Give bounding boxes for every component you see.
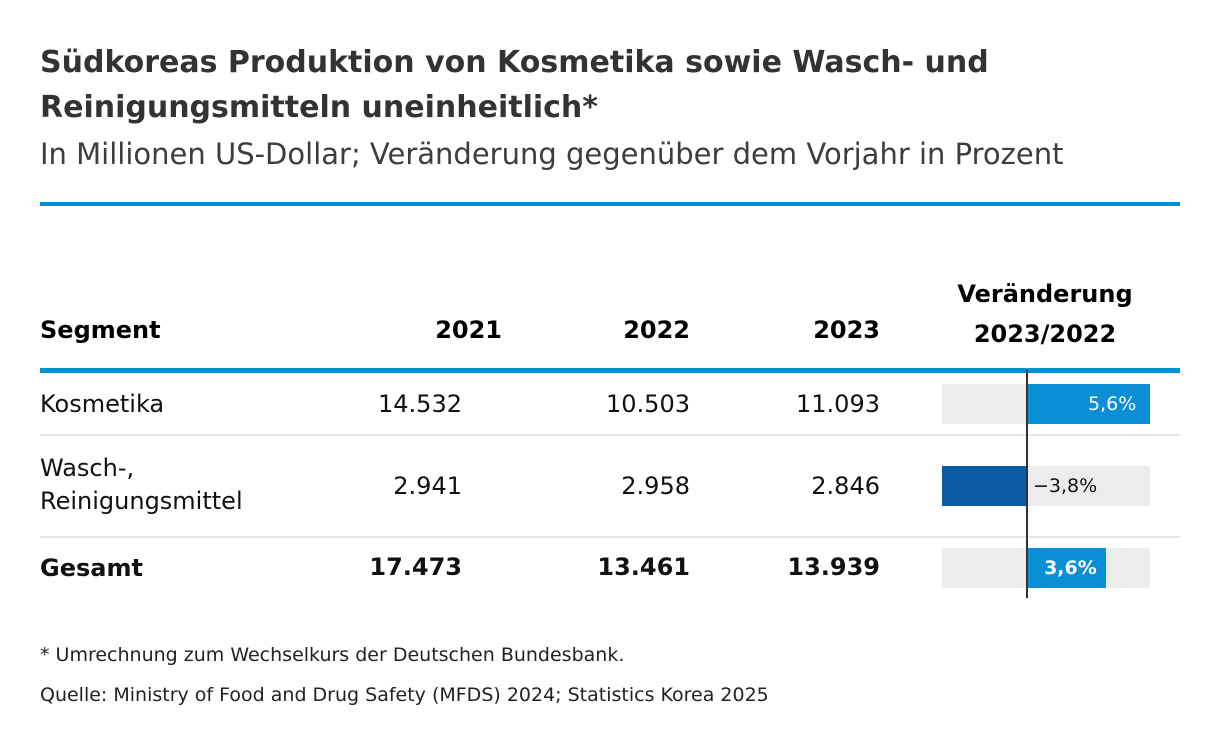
title-line-2: Reinigungsmitteln uneinheitlich* — [40, 90, 598, 125]
row-gesamt-2022: 13.461 — [597, 553, 690, 581]
row-divider — [40, 536, 1180, 538]
chart-subtitle: In Millionen US-Dollar; Veränderung gege… — [40, 137, 1064, 171]
row-divider — [40, 434, 1180, 436]
top-rule — [40, 202, 1180, 206]
source-note: Quelle: Ministry of Food and Drug Safety… — [40, 684, 769, 706]
row-label-kosmetika: Kosmetika — [40, 390, 165, 418]
chart-title: Südkoreas Produktion von Kosmetika sowie… — [40, 40, 1140, 130]
header-rule — [40, 368, 1180, 373]
footnote: * Umrechnung zum Wechselkurs der Deutsch… — [40, 644, 625, 666]
bar-wasch — [942, 466, 1027, 506]
header-2023: 2023 — [813, 316, 880, 344]
header-change: Veränderung 2023/2022 — [930, 274, 1160, 354]
row-gesamt-2021: 17.473 — [369, 553, 462, 581]
row-kosmetika-2023: 11.093 — [796, 390, 880, 418]
bar-label-gesamt: 3,6% — [1044, 557, 1097, 579]
row-wasch-2023: 2.846 — [811, 472, 880, 500]
header-2021: 2021 — [435, 316, 502, 344]
bar-label-wasch: −3,8% — [1033, 475, 1098, 497]
row-kosmetika-2022: 10.503 — [606, 390, 690, 418]
header-segment: Segment — [40, 316, 161, 344]
header-change-line-2: 2023/2022 — [973, 320, 1117, 348]
row-wasch-2021: 2.941 — [393, 472, 462, 500]
title-line-1: Südkoreas Produktion von Kosmetika sowie… — [40, 45, 989, 80]
row-label-gesamt: Gesamt — [40, 554, 143, 582]
bar-label-kosmetika: 5,6% — [1088, 393, 1137, 415]
row-label-wasch-line-1: Wasch-, — [40, 454, 135, 482]
row-kosmetika-2021: 14.532 — [378, 390, 462, 418]
header-change-line-1: Veränderung — [957, 280, 1133, 308]
zero-axis-line — [1026, 370, 1028, 598]
row-label-wasch: Wasch-, Reinigungsmittel — [40, 452, 243, 518]
row-wasch-2022: 2.958 — [621, 472, 690, 500]
header-2022: 2022 — [623, 316, 690, 344]
row-label-wasch-line-2: Reinigungsmittel — [40, 487, 243, 515]
bar-kosmetika — [1027, 384, 1150, 424]
bar-gesamt — [1027, 548, 1107, 588]
row-gesamt-2023: 13.939 — [787, 553, 880, 581]
